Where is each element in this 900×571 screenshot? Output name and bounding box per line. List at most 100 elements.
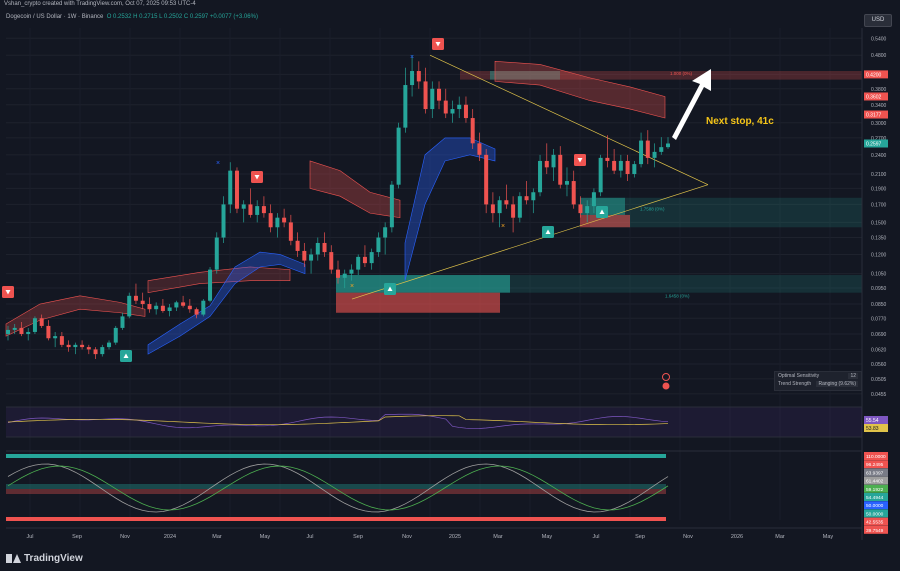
candle-body	[410, 71, 415, 86]
x-tick-label: 2025	[449, 534, 461, 540]
candle-body	[336, 269, 340, 278]
y-tick-label: 0.2400	[871, 153, 887, 159]
x-tick-label: Jul	[26, 534, 33, 540]
bear-cloud	[309, 160, 401, 219]
x-tick-label: Sep	[353, 534, 363, 540]
info-panel: Optimal Sensitivity 12 Trend Strength Rang…	[774, 371, 862, 391]
brand-text: TradingView	[24, 553, 83, 564]
buy-signal-icon	[387, 286, 393, 291]
candle-body	[551, 154, 556, 168]
osc-badge	[864, 493, 888, 501]
candle-body	[194, 309, 199, 315]
candle-body	[430, 88, 435, 110]
candle-body	[241, 204, 246, 209]
sell-signal-icon	[5, 290, 11, 295]
candle-body	[504, 200, 509, 205]
currency-button[interactable]: USD	[864, 14, 892, 27]
candle-body	[416, 71, 421, 82]
top-bar	[0, 0, 900, 12]
candle-body	[376, 237, 381, 253]
osc-badge	[864, 501, 888, 510]
credit-text: Vshan_crypto created with TradingView.co…	[4, 1, 196, 7]
candle-body	[32, 318, 37, 332]
osc-badge	[864, 452, 888, 460]
y-tick-label: 0.0620	[871, 347, 887, 353]
candle-body	[517, 196, 522, 218]
candle-body	[133, 295, 138, 301]
candle-body	[490, 204, 495, 214]
bull-cloud	[147, 251, 306, 355]
candle-body	[275, 217, 280, 228]
candle-body	[383, 227, 388, 238]
candle-body	[362, 256, 367, 264]
osc-badge-label: 96.2495	[866, 462, 884, 468]
y-tick-label: 0.0455	[871, 392, 887, 398]
osc-badge	[864, 460, 888, 469]
settings-icon	[662, 373, 670, 381]
candle-body	[423, 81, 428, 110]
x-tick-label: 2024	[164, 534, 176, 540]
candle-body	[154, 305, 159, 310]
osc-badge	[864, 484, 888, 493]
tradingview-logo-icon	[6, 554, 21, 563]
candle-body	[612, 160, 617, 171]
y-tick-label: 0.5400	[871, 36, 887, 42]
candle-body	[463, 104, 468, 119]
candle-body	[255, 206, 260, 215]
candle-body	[389, 184, 394, 228]
ohlc-values: O 0.2532 H 0.2715 L 0.2502 C 0.2597 +0.0…	[106, 14, 258, 20]
y-tick-label: 0.2100	[871, 172, 887, 178]
candle-body	[187, 305, 192, 310]
y-tick-label: 0.0560	[871, 362, 887, 368]
candle-body	[618, 160, 623, 171]
osc-badge-label: 63.9397	[866, 470, 884, 476]
candle-body	[645, 140, 650, 158]
y-tick-label: 0.1200	[871, 252, 887, 258]
candle-body	[329, 252, 334, 270]
symbol-title: Dogecoin / US Dollar · 1W · Binance	[6, 14, 104, 20]
alert-icon	[662, 382, 670, 390]
candle-body	[639, 140, 644, 165]
x-tick-label: Mar	[212, 534, 222, 540]
osc-badge-label: 54.4944	[866, 495, 884, 501]
zone-label: 1.7588 (0%)	[640, 206, 665, 211]
price-badge-label: 0.4200	[866, 72, 882, 78]
price-badge-label: 0.3177	[866, 113, 882, 119]
osc-top-strip	[6, 454, 666, 458]
candle-body	[140, 300, 145, 305]
candle-body	[309, 254, 314, 261]
y-tick-label: 0.0770	[871, 316, 887, 322]
candle-body	[181, 302, 186, 306]
candle-body	[268, 213, 273, 228]
candle-body	[531, 192, 536, 201]
y-tick-label: 0.1700	[871, 202, 887, 208]
candle-body	[544, 160, 549, 168]
candle-body	[234, 170, 239, 209]
x-tick-label: May	[542, 534, 553, 540]
candle-body	[120, 316, 125, 328]
candle-body	[295, 240, 300, 251]
osc-signal-line	[7, 465, 669, 511]
supply-zone-top	[490, 71, 560, 80]
candle-body	[100, 347, 105, 355]
osc-badge	[864, 468, 888, 477]
x-tick-label: Sep	[72, 534, 82, 540]
candle-body	[564, 181, 569, 185]
candle-body	[113, 327, 118, 343]
info-label-sensitivity: Optimal Sensitivity	[778, 373, 820, 379]
x-tick-label: Nov	[120, 534, 130, 540]
price-chart[interactable]: 1.000 (0%) 1.7588 (0%) 1.6458 (0%) × × × × Next…	[0, 0, 900, 548]
rsi-badge-label: 55.54	[866, 418, 879, 424]
price-badge	[864, 92, 888, 101]
bottom-bar	[0, 548, 900, 571]
candle-body	[403, 85, 408, 128]
candle-body	[46, 325, 51, 339]
candle-body	[470, 118, 475, 144]
candle-body	[477, 143, 482, 155]
buy-signal-icon	[599, 209, 605, 214]
x-tick-label: May	[260, 534, 271, 540]
candle-body	[147, 304, 152, 310]
candle-body	[288, 222, 293, 241]
candle-body	[302, 250, 307, 261]
bull-cloud	[404, 137, 496, 281]
